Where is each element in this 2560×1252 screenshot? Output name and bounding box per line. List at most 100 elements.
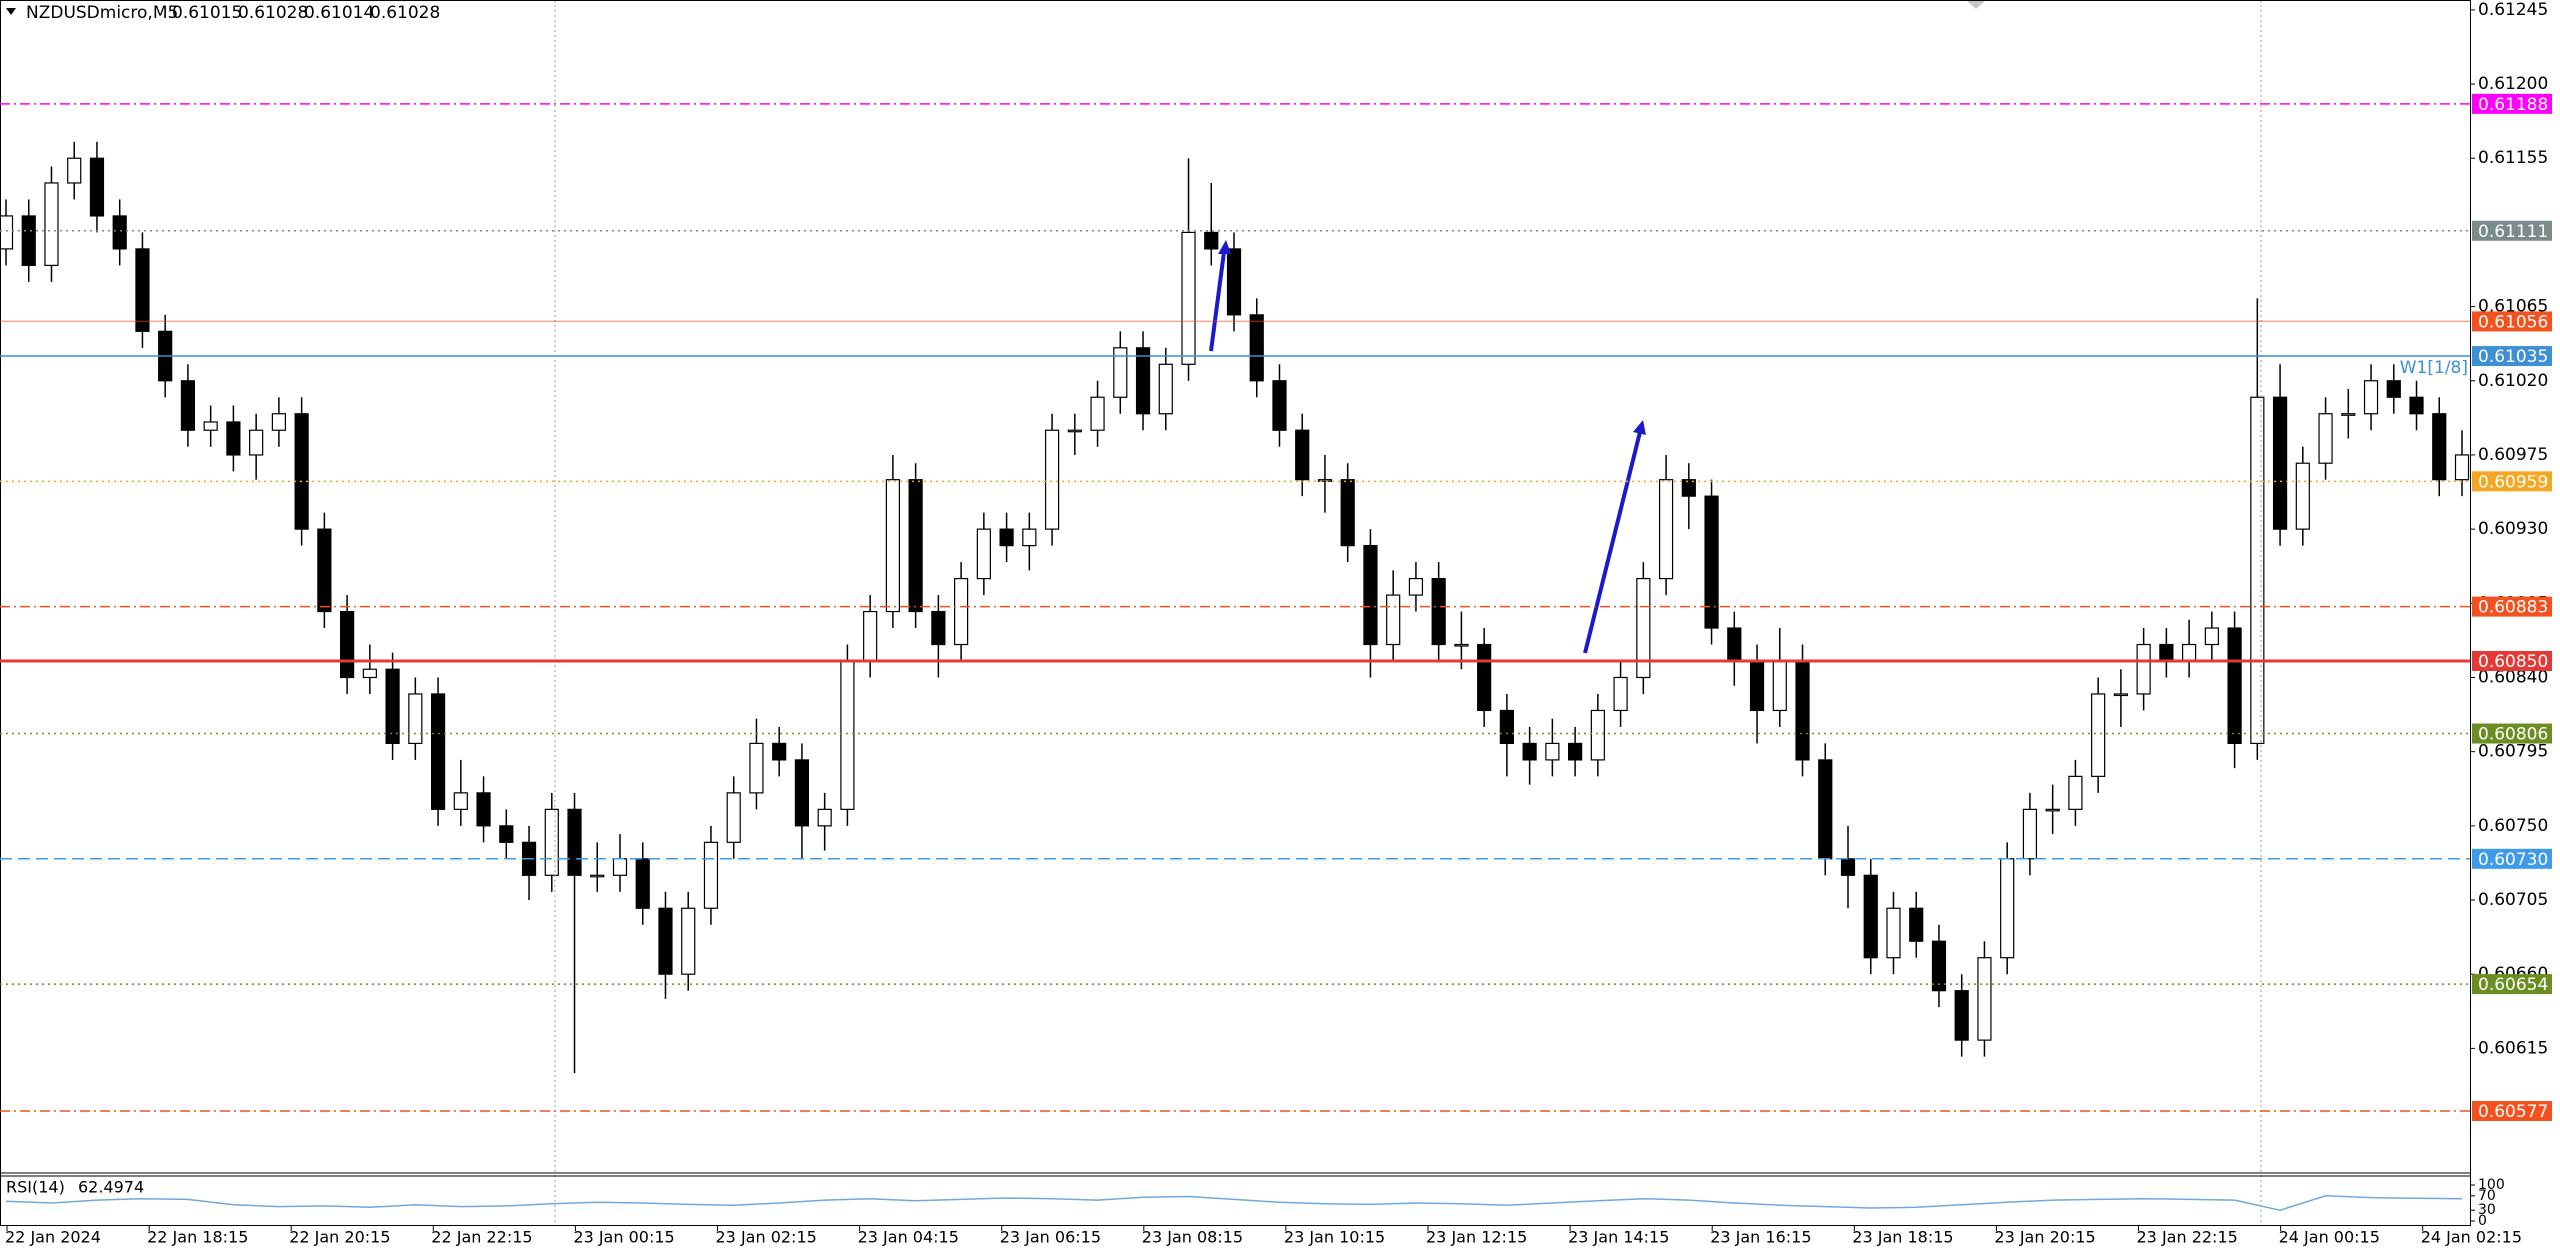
candle-body <box>635 858 650 909</box>
price-label-box <box>2472 596 2552 617</box>
price-label-box <box>2472 346 2552 367</box>
candle-body <box>1363 545 1378 646</box>
y-tick-label: 0.60705 <box>2478 890 2548 910</box>
x-tick-label: 22 Jan 20:15 <box>289 1228 390 1247</box>
candle-body <box>271 413 286 431</box>
candle-body <box>2272 396 2288 530</box>
candle-body <box>1545 742 1560 761</box>
y-tick-label: 0.60615 <box>2478 1038 2548 1058</box>
candle-body <box>567 808 582 876</box>
candle-body <box>954 577 969 646</box>
price-label: 0.60730 <box>2478 850 2548 870</box>
candle-body <box>1317 479 1333 482</box>
x-tick-label: 23 Jan 00:15 <box>573 1228 674 1247</box>
candle-body <box>453 792 468 810</box>
x-tick-label: 23 Jan 10:15 <box>1284 1228 1385 1247</box>
frame <box>0 0 2471 1226</box>
level-note: W1[1/8] <box>2400 358 2468 378</box>
price-label: 0.60577 <box>2478 1102 2548 1122</box>
candle-body <box>1590 709 1605 761</box>
candle-body <box>2182 643 2197 662</box>
price-label-box <box>2472 974 2552 995</box>
candle-body <box>2113 693 2128 697</box>
rsi-line <box>5 1195 2463 1211</box>
candle-body <box>1749 660 1765 712</box>
arrow <box>1583 431 1642 654</box>
candle-body <box>89 157 105 217</box>
quote: 0.61028 <box>370 3 440 23</box>
candle-body <box>1477 643 1492 712</box>
price-label-box <box>2472 220 2552 241</box>
candle-body <box>1022 528 1037 547</box>
price-label-box <box>2472 1101 2552 1122</box>
candle-body <box>1135 347 1151 415</box>
candle-body <box>1272 380 1287 431</box>
x-tick-label: 23 Jan 18:15 <box>1852 1228 1953 1247</box>
candle-body <box>1568 742 1583 761</box>
candle-body <box>1931 940 1947 992</box>
price-label: 0.60850 <box>2478 652 2548 672</box>
arrow <box>1209 251 1226 352</box>
x-tick-label: 23 Jan 02:15 <box>716 1228 817 1247</box>
arrowhead <box>1633 420 1646 435</box>
candle-body <box>2295 462 2310 530</box>
x-tick-label: 23 Jan 12:15 <box>1426 1228 1527 1247</box>
quote: 0.61015 <box>172 3 242 23</box>
candle-body <box>180 380 196 431</box>
candle-body <box>1181 231 1196 365</box>
candle-body <box>2363 380 2379 415</box>
price-label-box <box>2472 723 2552 744</box>
price-label-box <box>2472 651 2552 672</box>
y-tick-label: 0.60750 <box>2478 816 2548 836</box>
candle-body <box>2409 396 2424 415</box>
candle-body <box>1067 429 1082 433</box>
quote: 0.61014 <box>304 3 374 23</box>
candle-body <box>2000 858 2015 959</box>
candle-body <box>2341 413 2356 416</box>
candle-body <box>1772 660 1787 712</box>
y-tick-label: 0.60975 <box>2478 445 2548 465</box>
candle-body <box>908 479 923 613</box>
candle-body <box>840 660 855 810</box>
candle-body <box>2386 380 2401 398</box>
candle-body <box>1818 759 1833 860</box>
candle-body <box>2091 693 2106 777</box>
x-tick-label: 23 Jan 14:15 <box>1568 1228 1669 1247</box>
candle-body <box>1704 495 1719 629</box>
candle-body <box>1340 479 1355 547</box>
y-tick-label: 0.60930 <box>2478 519 2548 539</box>
candle-body <box>658 907 673 975</box>
candle-body <box>2250 396 2265 745</box>
price-label: 0.60806 <box>2478 725 2548 745</box>
candle-body <box>1840 858 1856 876</box>
y-tick-label: 0.61020 <box>2478 371 2548 391</box>
x-tick-label: 23 Jan 20:15 <box>1994 1228 2095 1247</box>
price-label: 0.60654 <box>2478 975 2548 995</box>
candle-body <box>1090 396 1105 431</box>
menu-triangle <box>6 8 16 15</box>
candle-body <box>885 479 900 613</box>
candle-body <box>1454 643 1469 647</box>
candle-body <box>931 610 946 646</box>
candle-body <box>726 792 741 843</box>
candle-body <box>863 610 878 662</box>
y-tick-label: 0.61245 <box>2478 0 2548 20</box>
candle-body <box>1681 479 1696 497</box>
price-label: 0.61111 <box>2478 222 2548 242</box>
candle-body <box>1158 363 1173 415</box>
x-tick-label: 23 Jan 22:15 <box>2137 1228 2238 1247</box>
x-tick-label: 22 Jan 2024 <box>5 1228 101 1247</box>
candle-body <box>317 528 332 613</box>
candle-body <box>772 742 787 761</box>
x-tick-label: 23 Jan 16:15 <box>1710 1228 1811 1247</box>
candle-body <box>2136 643 2151 695</box>
candle-body <box>1113 347 1128 398</box>
candle-body <box>999 528 1014 547</box>
candle-body <box>44 182 59 266</box>
candle-body <box>1886 907 1901 959</box>
indicator-name: RSI(14) <box>6 1178 65 1197</box>
candle-body <box>2227 627 2242 745</box>
